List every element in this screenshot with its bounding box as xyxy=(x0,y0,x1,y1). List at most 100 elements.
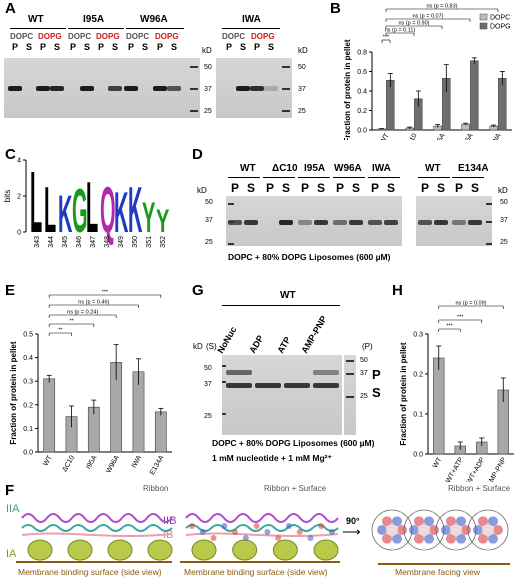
gel-g-caption: DOPC + 80% DOPG Liposomes (600 µM) xyxy=(212,438,375,448)
panel-d-label: D xyxy=(192,146,203,163)
y-tick-label: 0.2 xyxy=(23,402,33,409)
lane-label: S xyxy=(282,181,291,195)
lane-label: AMP-PNP xyxy=(299,314,329,355)
y-tick-label: 0.5 xyxy=(23,332,33,339)
surface-patch xyxy=(242,535,249,541)
y-tick-label: 0.4 xyxy=(23,355,33,362)
bar xyxy=(498,78,507,131)
rotation-arrow-icon: ⟶ xyxy=(342,524,361,539)
bar xyxy=(154,411,167,453)
panel-f-label: F xyxy=(5,482,15,499)
marker-50: 50 xyxy=(205,199,213,206)
surface-patch xyxy=(329,529,335,535)
protein-band xyxy=(314,220,328,225)
surface-patch xyxy=(318,523,325,529)
surface-patch xyxy=(296,529,303,535)
x-tick-label: WT+ATP xyxy=(445,456,465,482)
lane-label: P xyxy=(231,181,240,195)
marker-25: 25 xyxy=(204,108,212,115)
marker-37: 37 xyxy=(204,381,212,388)
p-marker-label: (P) xyxy=(362,342,373,351)
surface-patch xyxy=(264,529,271,535)
gel-g-marker xyxy=(344,355,356,435)
group-label: WT xyxy=(240,163,256,174)
chart-b: 0.0 0.2 0.4 0.6 0.8 Fraction of protein in pe… xyxy=(343,4,512,140)
ladder-band xyxy=(228,203,234,205)
logo-letter: K xyxy=(114,181,128,245)
lane-label: P xyxy=(128,42,135,52)
logo-letter: G xyxy=(72,175,88,245)
surface-patch xyxy=(424,516,434,527)
lane-label: NoNuc xyxy=(215,324,239,355)
surface-patch xyxy=(424,533,434,544)
protein-band xyxy=(124,86,138,91)
x-tick-label: ΔC10 xyxy=(404,132,419,140)
logo-letter: K xyxy=(58,186,73,244)
marker-50: 50 xyxy=(298,64,306,71)
gel-g xyxy=(222,355,342,435)
surface-patch xyxy=(478,533,488,544)
legend-swatch xyxy=(479,22,488,30)
lane-label: ADP xyxy=(247,333,266,355)
ribbon-iib xyxy=(261,513,289,523)
logo-letter: L xyxy=(86,168,98,248)
kd-label: kD xyxy=(197,186,207,195)
group-label: IWA xyxy=(242,14,261,25)
lane-label: P xyxy=(301,181,310,195)
position-label: 345 xyxy=(62,236,69,248)
surface-patch xyxy=(382,533,392,544)
protein-band xyxy=(279,220,293,225)
group-label: E134A xyxy=(458,163,489,174)
surface-patch xyxy=(275,535,282,541)
ladder-band xyxy=(282,110,290,112)
ladder-band xyxy=(222,413,226,415)
group-bracket xyxy=(452,177,484,178)
lane-label: S xyxy=(247,181,256,195)
protein-band xyxy=(50,86,64,91)
bar xyxy=(43,378,56,453)
gel-g-caption-2: 1 mM nucleotide + 1 mM Mg²⁺ xyxy=(212,453,332,463)
y-tick-label: 0.4 xyxy=(357,89,367,96)
y-tick-label: 0.0 xyxy=(357,128,367,135)
surface-patch xyxy=(409,525,419,535)
surface-patch xyxy=(377,525,387,535)
chart-e: 0.0 0.1 0.2 0.3 0.4 0.5 Fraction of protein in… xyxy=(9,290,172,476)
lane-label: S xyxy=(54,42,61,52)
sig-label: ** xyxy=(69,319,74,325)
x-tick-label: I95A xyxy=(85,454,98,470)
ladder-band xyxy=(190,66,198,68)
ribbon-ib xyxy=(21,532,173,537)
lane-label: P xyxy=(98,42,105,52)
p-fraction-label: P xyxy=(372,367,381,382)
y-axis-label: Fraction of protein in pellet xyxy=(9,341,18,444)
marker-25: 25 xyxy=(205,239,213,246)
logo-letter: Y xyxy=(142,195,155,242)
marker-50: 50 xyxy=(500,199,508,206)
protein-band xyxy=(434,220,448,225)
position-label: 351 xyxy=(146,236,153,248)
sig-label: ns (p = 0.46) xyxy=(78,300,109,306)
legend-swatch xyxy=(479,13,488,21)
group-bracket xyxy=(263,177,295,178)
group-bracket xyxy=(368,177,400,178)
position-label: 350 xyxy=(132,236,139,248)
ladder-band xyxy=(346,360,354,362)
y-axis-label: Fraction of protein in pellet xyxy=(343,39,352,140)
x-tick-label: IWA xyxy=(490,132,503,140)
ribbon-iia xyxy=(46,524,73,532)
bar xyxy=(386,79,395,131)
outline-circle xyxy=(467,509,509,551)
protein-band xyxy=(228,220,242,225)
lane-label: P xyxy=(266,181,275,195)
protein-band-s xyxy=(226,383,252,388)
protein-band xyxy=(264,86,278,91)
y-tick-label: 4 xyxy=(17,158,21,165)
y-tick-label: 0.8 xyxy=(357,50,367,57)
sig-label: ns (p = 0.83) xyxy=(426,4,457,10)
lipid-label: DOPG xyxy=(38,32,62,41)
lipid-label: DOPC xyxy=(10,32,34,41)
ribbon-iib xyxy=(71,513,98,523)
position-label: 347 xyxy=(90,236,97,248)
ladder-band xyxy=(222,365,226,367)
